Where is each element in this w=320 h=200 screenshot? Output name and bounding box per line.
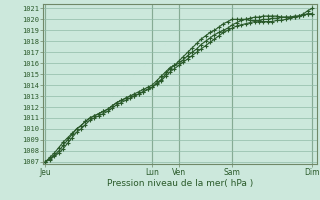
- X-axis label: Pression niveau de la mer( hPa ): Pression niveau de la mer( hPa ): [107, 179, 253, 188]
